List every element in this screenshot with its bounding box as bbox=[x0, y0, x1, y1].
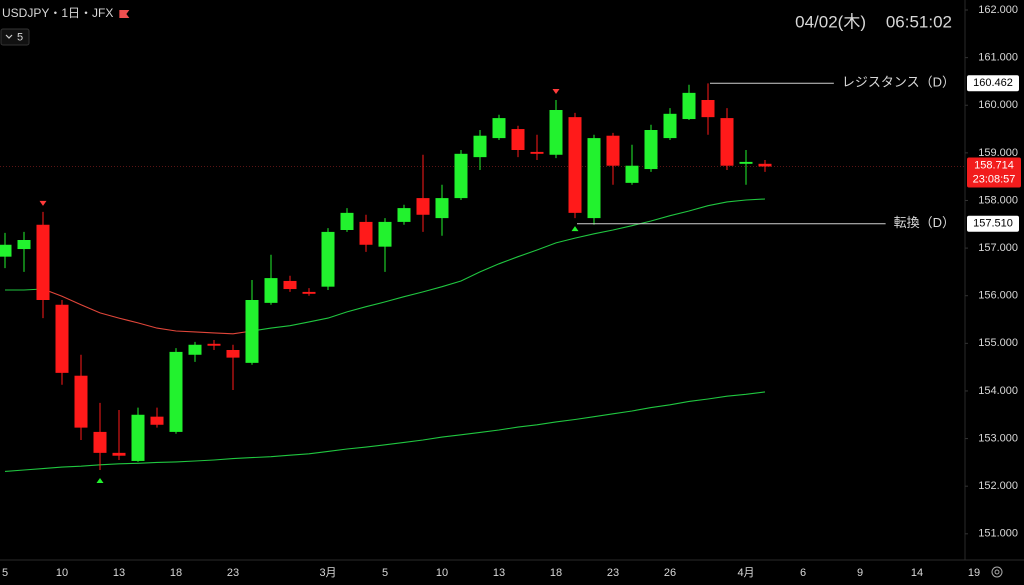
current-price-tag bbox=[967, 157, 1021, 188]
candle-body bbox=[0, 244, 12, 257]
y-tick-label: 152.000 bbox=[978, 480, 1018, 492]
flag-icon bbox=[119, 10, 130, 18]
x-tick-label: 23 bbox=[227, 567, 239, 579]
candle-body bbox=[511, 129, 525, 150]
candle-body bbox=[416, 198, 430, 215]
countdown-text: 23:08:57 bbox=[973, 173, 1016, 185]
candle-body bbox=[93, 431, 107, 453]
candle-body bbox=[473, 135, 487, 158]
y-tick-label: 156.000 bbox=[978, 290, 1018, 302]
candle-body bbox=[302, 291, 316, 294]
level-label: レジスタンス（D） bbox=[842, 75, 955, 90]
interval-box[interactable] bbox=[0, 28, 30, 46]
y-tick-label: 151.000 bbox=[978, 528, 1018, 540]
candle-body bbox=[74, 375, 88, 428]
candle-body bbox=[435, 198, 449, 219]
x-tick-label: 19 bbox=[968, 567, 980, 579]
candle-body bbox=[359, 221, 373, 245]
x-tick-label: 13 bbox=[493, 567, 505, 579]
level-label: 転換（D） bbox=[894, 215, 955, 230]
candle-body bbox=[188, 344, 202, 355]
y-tick-label: 157.000 bbox=[978, 242, 1018, 254]
candle-body bbox=[321, 231, 335, 287]
level-price-text: 157.510 bbox=[973, 218, 1013, 230]
candle-body bbox=[606, 135, 620, 166]
candle-body bbox=[492, 118, 506, 139]
sell-signal bbox=[552, 89, 560, 94]
x-tick-label: 3月 bbox=[319, 567, 336, 579]
candle-body bbox=[17, 240, 31, 250]
y-tick-label: 160.000 bbox=[978, 99, 1018, 111]
sell-signal bbox=[39, 200, 47, 206]
level-price-tag bbox=[967, 215, 1019, 232]
candle-body bbox=[397, 208, 411, 222]
candle-body bbox=[682, 92, 696, 120]
y-tick-label: 158.000 bbox=[978, 194, 1018, 206]
candle-body bbox=[644, 130, 658, 170]
candle-body bbox=[112, 452, 126, 456]
y-tick-label: 154.000 bbox=[978, 385, 1018, 397]
x-tick-label: 18 bbox=[170, 567, 182, 579]
candle-body bbox=[720, 118, 734, 166]
level-price-text: 160.462 bbox=[973, 77, 1013, 89]
candle-body bbox=[36, 224, 50, 300]
x-tick-label: 23 bbox=[607, 567, 619, 579]
candle-body bbox=[587, 138, 601, 219]
y-tick-label: 162.000 bbox=[978, 4, 1018, 16]
symbol-title: USDJPY・1日・JFX bbox=[2, 6, 113, 20]
candle-body bbox=[568, 117, 582, 213]
candle-body bbox=[549, 110, 563, 155]
candle-body bbox=[758, 163, 772, 167]
x-tick-label: 5 bbox=[382, 567, 388, 579]
candle-body bbox=[150, 416, 164, 425]
y-tick-label: 159.000 bbox=[978, 147, 1018, 159]
x-tick-label: 6 bbox=[800, 567, 806, 579]
buy-signal bbox=[571, 226, 579, 232]
clock-time: 06:51:02 bbox=[886, 12, 952, 31]
x-tick-label: 14 bbox=[911, 567, 923, 579]
candle-body bbox=[55, 304, 69, 373]
plot-area bbox=[0, 82, 965, 483]
y-tick-label: 161.000 bbox=[978, 52, 1018, 64]
x-tick-label: 4月 bbox=[737, 567, 754, 579]
interval-badge: 5 bbox=[17, 31, 23, 43]
x-tick-label: 18 bbox=[550, 567, 562, 579]
settings-icon-core bbox=[994, 569, 1000, 575]
x-tick-label: 9 bbox=[857, 567, 863, 579]
x-tick-label: 10 bbox=[56, 567, 68, 579]
candle-body bbox=[663, 113, 677, 139]
moving-average-line bbox=[42, 288, 253, 335]
candle-body bbox=[739, 161, 753, 164]
candle-body bbox=[226, 350, 240, 358]
candle-body bbox=[169, 351, 183, 432]
candle-body bbox=[245, 300, 259, 363]
candle-body bbox=[454, 153, 468, 199]
x-tick-label: 13 bbox=[113, 567, 125, 579]
y-tick-label: 153.000 bbox=[978, 432, 1018, 444]
x-tick-label: 5 bbox=[2, 567, 8, 579]
y-tick-label: 155.000 bbox=[978, 337, 1018, 349]
candle-body bbox=[264, 278, 278, 303]
candle-body bbox=[207, 343, 221, 346]
x-tick-label: 26 bbox=[664, 567, 676, 579]
candle-body bbox=[340, 212, 354, 230]
candle-body bbox=[283, 280, 297, 290]
candle-body bbox=[530, 151, 544, 154]
candle-body bbox=[625, 165, 639, 183]
candle-body bbox=[701, 100, 715, 118]
chevron-icon bbox=[5, 34, 13, 39]
settings-icon[interactable] bbox=[991, 566, 1003, 578]
clock-date: 04/02(木) bbox=[795, 12, 866, 31]
x-tick-label: 10 bbox=[436, 567, 448, 579]
candle-body bbox=[378, 221, 392, 247]
buy-signal bbox=[96, 478, 104, 483]
candle-body bbox=[131, 414, 145, 461]
moving-average-line bbox=[4, 391, 766, 472]
level-price-tag bbox=[967, 75, 1019, 92]
current-price-text: 158.714 bbox=[974, 159, 1014, 171]
